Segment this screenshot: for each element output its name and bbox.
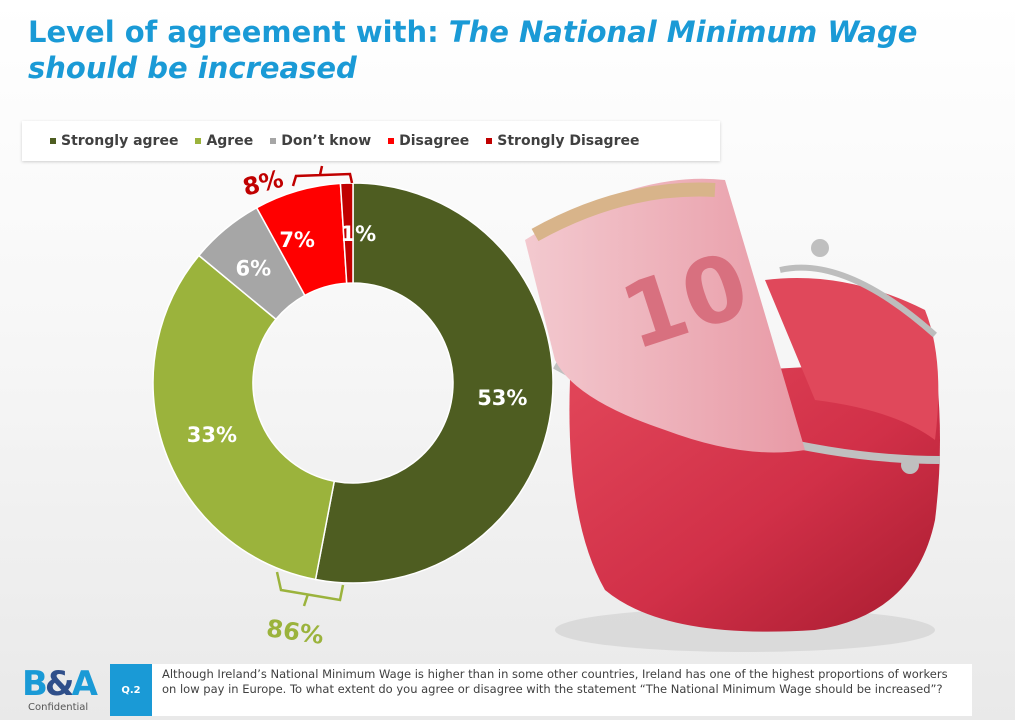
logo-letter-a: A [71,664,98,704]
disagree-total-bracket [291,165,354,187]
purse-with-euro-notes-icon: 10 [525,178,941,652]
legend-swatch [270,138,277,144]
legend-label: Strongly Disagree [497,133,640,149]
legend-item: Disagree [388,133,469,149]
chart-legend: Strongly agree Agree Don’t know Disagree Str… [22,121,720,161]
donut-slice [314,182,554,584]
legend-swatch [195,138,202,144]
title-prefix: Level of agreement with: [28,15,449,49]
annotation-label: 86% [265,614,326,650]
legend-label: Strongly agree [61,133,179,149]
legend-item: Strongly agree [50,133,178,149]
legend-swatch [486,138,493,144]
agree-total-bracket [275,571,345,607]
logo-letter-b: B [22,664,48,704]
data-label: 1% [340,222,376,246]
data-label: 7% [279,228,315,252]
legend-label: Agree [206,133,254,149]
legend-label: Disagree [399,133,470,149]
legend-swatch [50,138,56,144]
annotation-label: 8% [240,165,286,202]
donut-slice [339,182,354,284]
legend-item: Strongly Disagree [486,133,639,149]
legend-item: Agree [195,133,253,149]
data-label: 6% [236,256,272,280]
question-text: Although Ireland’s National Minimum Wage… [152,664,972,716]
logo: B&A [22,664,102,704]
logo-ampersand: & [44,664,75,704]
legend-item: Don’t know [270,133,371,149]
data-label: 53% [477,386,527,410]
legend-label: Don’t know [281,133,372,149]
title-statement: The National Minimum Wage should be incr… [28,15,918,85]
data-label: 33% [187,423,237,447]
confidential-label: Confidential [28,702,89,713]
page-title: Level of agreement with: The National Mi… [28,14,988,86]
footer: B&A Confidential Q.2 Although Ireland’s … [0,658,1015,720]
donut-slice [152,254,336,581]
question-id-badge: Q.2 [110,664,152,716]
legend-swatch [388,138,395,144]
